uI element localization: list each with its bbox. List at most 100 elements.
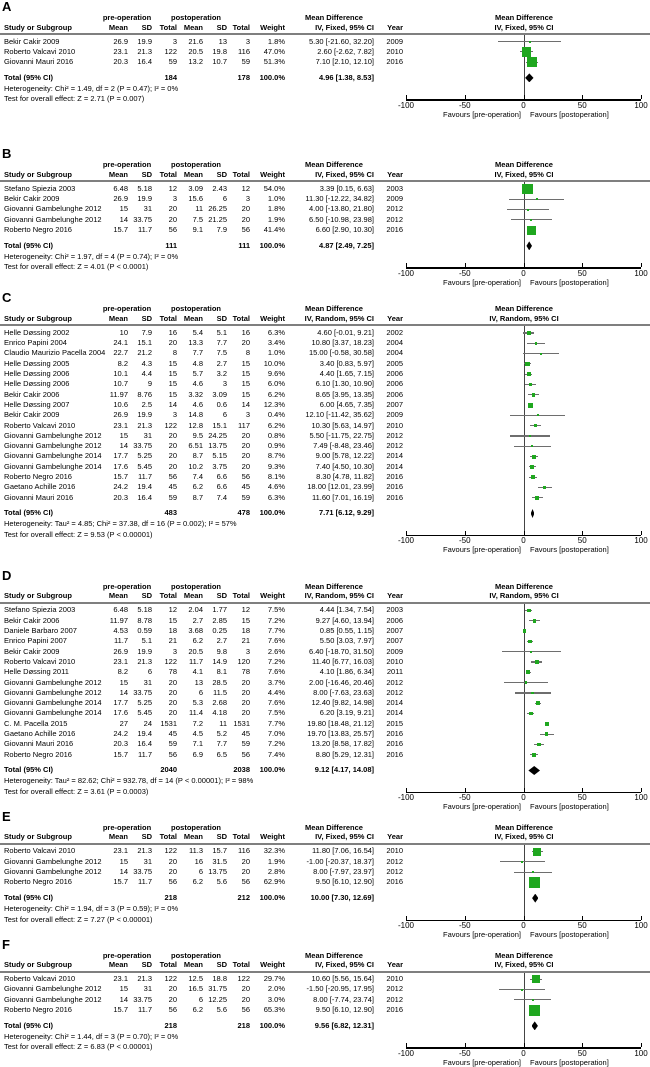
cell: 6.3% (267, 327, 285, 337)
cell: 21.2 (137, 348, 152, 358)
cell: 2016 (386, 482, 403, 492)
cell: 7.6% (267, 698, 285, 708)
cell: 56 (168, 472, 177, 482)
cell: 59 (241, 57, 250, 67)
axis-tick-label: 100 (634, 921, 648, 931)
cell: 4.4% (267, 687, 285, 697)
cell: 13 (194, 677, 203, 687)
column-header: Total (159, 169, 177, 179)
column-header: Mean (108, 832, 128, 842)
column-header: Mean (108, 591, 128, 601)
cell: 15 (241, 379, 250, 389)
favours-left-label: Favours [pre-operation] (443, 930, 521, 940)
cell: 6.40 [-18.70, 31.50] (308, 646, 374, 656)
axis-tick (641, 95, 642, 100)
cell: 0.6 (216, 399, 227, 409)
column-header: Year (387, 960, 403, 970)
cell: 12.5 (188, 974, 203, 984)
cell: 3 (172, 194, 177, 204)
plot-model-header: IV, Random, 95% CI (489, 313, 559, 323)
axis-tick-label: 0 (521, 536, 526, 546)
cell: 16.4 (137, 57, 152, 67)
cell: 122 (164, 420, 177, 430)
cell: 11 (219, 718, 227, 728)
cell: 4.8 (192, 358, 203, 368)
study-name: Giovanni Gambelunghe 2014 (4, 451, 102, 461)
cell: 2015 (386, 718, 403, 728)
effect-square-marker (535, 496, 539, 500)
cell: 9.6% (267, 369, 285, 379)
postoperation-group-header: postoperation (171, 822, 221, 832)
effect-square-marker (526, 608, 531, 613)
effect-square-marker (524, 681, 528, 685)
cell: 20 (168, 984, 177, 994)
cell: 11.80 [7.06, 16.54] (312, 846, 374, 856)
cell: 1.8% (267, 204, 285, 214)
cell: 12.3% (263, 399, 285, 409)
column-header: Total (232, 313, 250, 323)
cell: 18 (168, 626, 177, 636)
cell: 2.8% (267, 867, 285, 877)
column-header: Total (159, 313, 177, 323)
cell: 2002 (386, 327, 403, 337)
study-name: Giovanni Gambelunghe 2012 (4, 441, 102, 451)
cell: 6.10 [1.30, 10.90] (315, 379, 374, 389)
cell: 2016 (386, 749, 403, 759)
effect-square-marker (531, 475, 536, 480)
cell: 7.5 (192, 214, 203, 224)
total-post-n: 218 (237, 1020, 250, 1030)
cell: 4.1 (192, 667, 203, 677)
cell: 21.3 (137, 846, 152, 856)
cell: 20 (168, 687, 177, 697)
effect-square-marker (526, 372, 531, 377)
cell: 2012 (386, 994, 403, 1004)
column-header-study: Study or Subgroup (4, 22, 72, 32)
effect-square-marker (531, 752, 536, 757)
column-header: Weight (260, 591, 285, 601)
cell: 56 (241, 749, 250, 759)
plot-model-header: IV, Random, 95% CI (489, 591, 559, 601)
cell: 6.2 (192, 1005, 203, 1015)
cell: 8 (245, 348, 250, 358)
favours-right-label: Favours [postoperation] (530, 545, 609, 555)
cell: 56 (168, 225, 177, 235)
cell: 17.7 (113, 698, 128, 708)
cell: 23.1 (113, 420, 128, 430)
header-rule (0, 601, 650, 604)
cell: 7.7 (216, 739, 227, 749)
effect-measure-header: Mean Difference (305, 950, 363, 960)
cell: 20 (241, 451, 250, 461)
total-ci-text: 4.87 [2.49, 7.25] (318, 240, 374, 250)
cell: 45 (168, 729, 177, 739)
cell: 15 (119, 856, 128, 866)
panel-label: C (2, 290, 12, 306)
cell: 11.7 (137, 1005, 152, 1015)
cell: 59 (168, 492, 177, 502)
effect-square-marker (544, 732, 549, 737)
cell: 15 (168, 369, 177, 379)
cell: 2010 (386, 974, 403, 984)
cell: 27 (119, 718, 128, 728)
column-header: Mean (183, 169, 203, 179)
cell: 2.7 (192, 615, 203, 625)
zero-line (523, 844, 525, 920)
heterogeneity-text: Heterogeneity: Chi² = 1.94, df = 3 (P = … (4, 904, 179, 914)
column-header: Year (387, 22, 403, 32)
cell: 15 (119, 204, 128, 214)
study-name: Giovanni Gambelunghe 2012 (4, 994, 102, 1004)
cell: 3 (245, 36, 250, 46)
axis-tick-label: 100 (634, 536, 648, 546)
cell: 17.7 (113, 451, 128, 461)
cell: 6.9 (192, 749, 203, 759)
cell: 16.5 (188, 984, 203, 994)
cell: 3.7% (267, 677, 285, 687)
cell: 31 (143, 677, 152, 687)
cell: 5.30 [-21.60, 32.20] (308, 36, 374, 46)
cell: 2012 (386, 430, 403, 440)
favours-right-label: Favours [postoperation] (530, 1057, 609, 1067)
cell: 20 (241, 441, 250, 451)
cell: 2009 (386, 646, 403, 656)
cell: 0.25 (212, 626, 227, 636)
